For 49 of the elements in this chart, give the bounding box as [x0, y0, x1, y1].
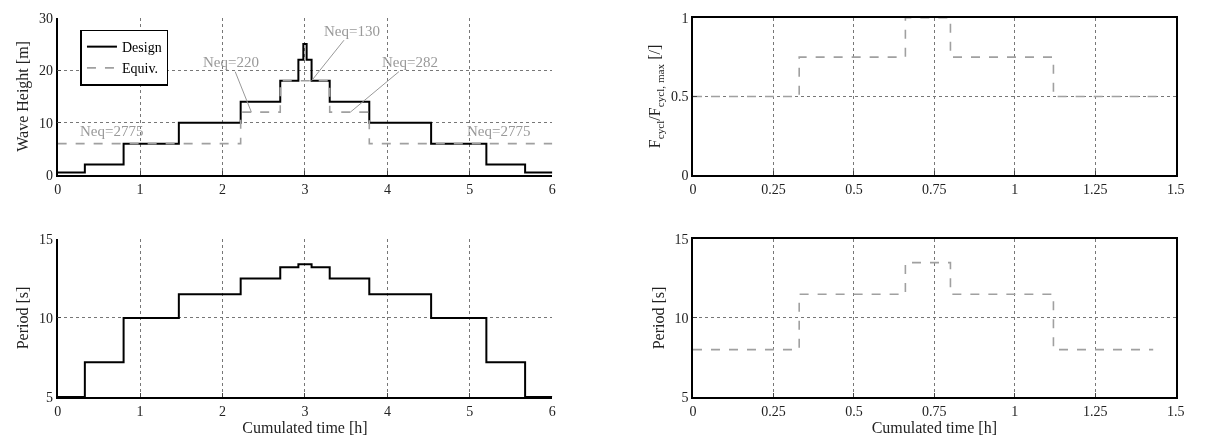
x-tick-label: 0.75: [922, 181, 947, 197]
y-tick-label: 5: [681, 389, 689, 405]
x-tick-label: 0.5: [845, 403, 863, 419]
y-tick-label: 10: [674, 310, 689, 326]
y-tick-label: 15: [674, 231, 689, 247]
y-tick-label: 0.5: [670, 89, 689, 105]
x-tick-label: 1: [136, 403, 144, 419]
y-axis-title: Wave Height [m]: [14, 41, 33, 152]
y-tick-label: 15: [39, 231, 54, 247]
annotation: Neq=282: [382, 54, 438, 70]
x-tick-label: 2: [219, 403, 227, 419]
x-tick-label: 1: [136, 181, 144, 197]
legend-label: Design: [121, 40, 162, 56]
y-tick-label: 20: [39, 63, 54, 79]
annotation: Neq=2775: [80, 123, 144, 139]
x-tick-label: 4: [383, 403, 391, 419]
x-tick-label: 4: [383, 181, 391, 197]
y-tick-label: 30: [39, 10, 54, 26]
y-tick-label: 0: [681, 167, 689, 183]
y-tick-label: 5: [46, 389, 54, 405]
annotation: Neq=130: [324, 23, 380, 39]
legend-label: Equiv.: [121, 61, 159, 77]
y-tick-label: 1: [681, 10, 689, 26]
x-tick-label: 6: [548, 403, 556, 419]
x-tick-label: 1: [1011, 181, 1019, 197]
x-tick-label: 1.25: [1083, 403, 1108, 419]
y-tick-label: 10: [39, 310, 54, 326]
x-tick-label: 1: [1011, 403, 1019, 419]
y-axis-title: Period [s]: [649, 286, 667, 350]
x-tick-label: 5: [466, 181, 474, 197]
x-tick-label: 1.5: [1166, 181, 1185, 197]
y-tick-label: 0: [46, 167, 54, 183]
x-tick-label: 2: [219, 181, 227, 197]
x-tick-label: 0.25: [761, 403, 786, 419]
x-tick-label: 3: [301, 403, 309, 419]
x-tick-label: 0.25: [761, 181, 786, 197]
annotation: Neq=2775: [467, 123, 531, 139]
x-tick-label: 5: [466, 403, 474, 419]
x-tick-label: 1.5: [1166, 403, 1185, 419]
y-axis-title: Period [s]: [14, 286, 32, 350]
x-tick-label: 1.25: [1083, 181, 1108, 197]
y-tick-label: 10: [39, 115, 54, 131]
x-tick-label: 0.5: [845, 181, 863, 197]
annotation: Neq=220: [203, 54, 259, 70]
x-axis-title: Cumulated time [h]: [871, 418, 998, 436]
x-tick-label: 3: [301, 181, 309, 197]
x-tick-label: 6: [548, 181, 556, 197]
x-tick-label: 0.75: [922, 403, 947, 419]
x-axis-title: Cumulated time [h]: [242, 418, 368, 436]
